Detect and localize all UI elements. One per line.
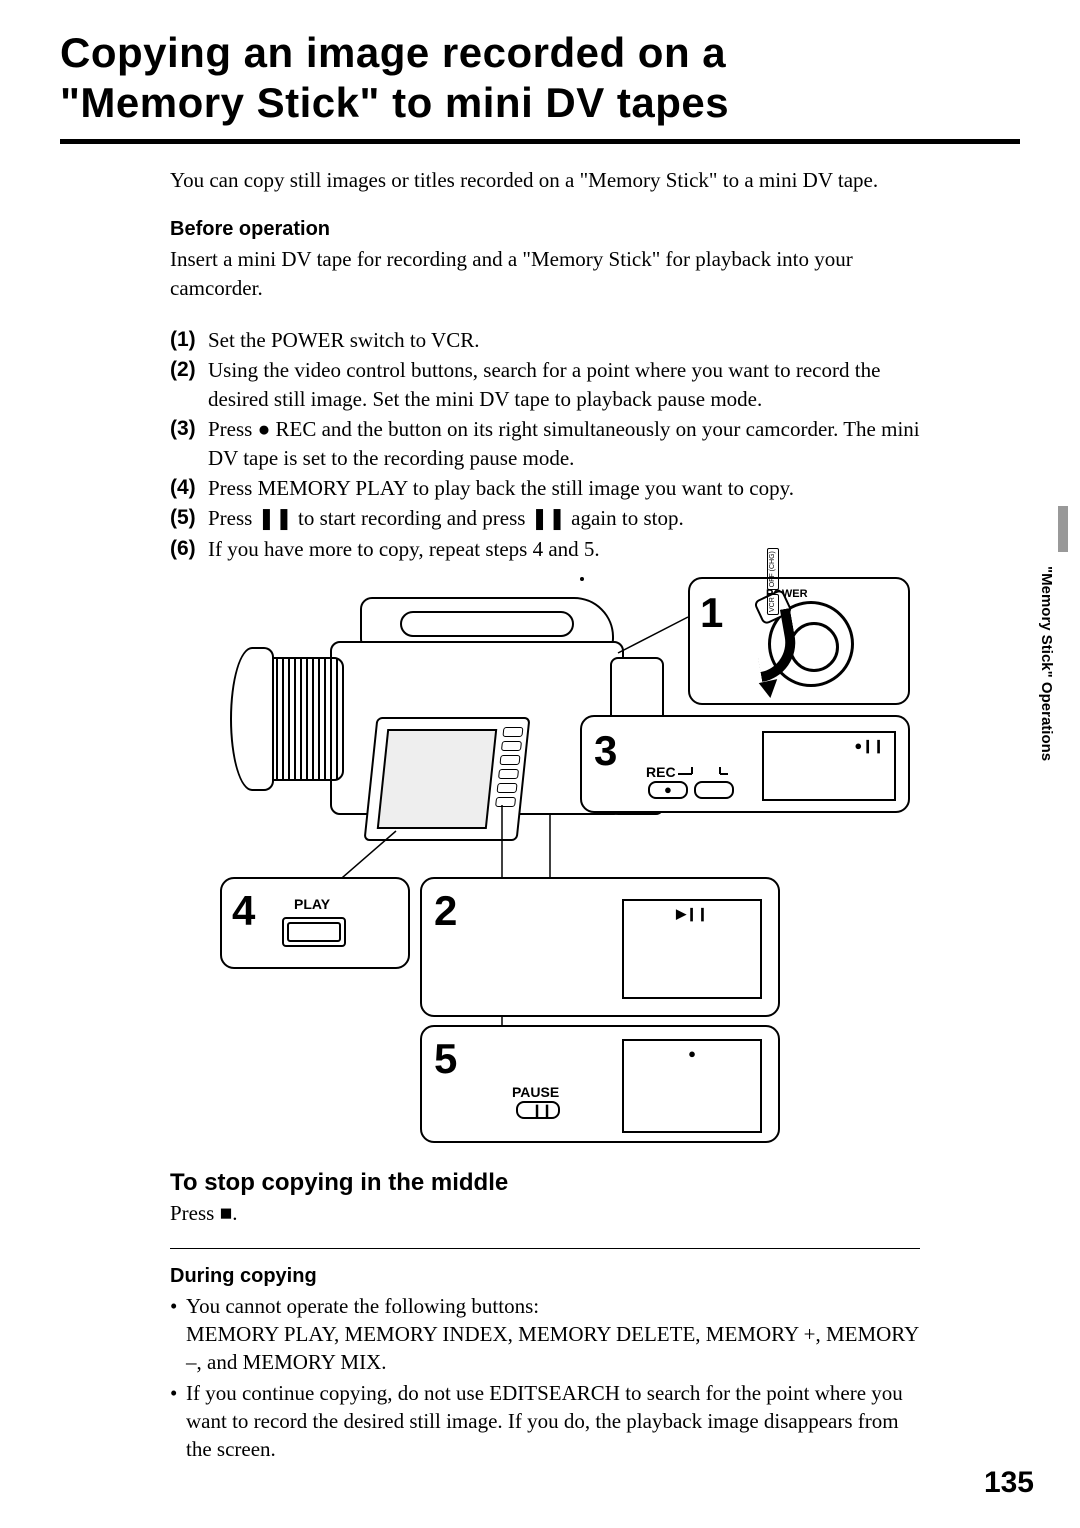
figure: 1 POWER VCR OFF (CHG) 3	[220, 577, 910, 1147]
play-pause-indicator-icon: ▶❙❙	[676, 905, 708, 923]
before-operation-text: Insert a mini DV tape for recording and …	[170, 245, 920, 302]
title-line-2: "Memory Stick" to mini DV tapes	[60, 79, 729, 126]
step-number: (3)	[170, 415, 208, 472]
page-title: Copying an image recorded on a "Memory S…	[60, 28, 1020, 127]
title-rule	[60, 139, 1020, 144]
bullet-item: • You cannot operate the following butto…	[170, 1292, 920, 1377]
rec-bracket-icon	[678, 767, 728, 781]
callout-number-2: 2	[434, 883, 457, 940]
before-operation-heading: Before operation	[170, 216, 920, 243]
rec-dot-indicator-icon: ●	[688, 1045, 696, 1063]
dial-mode-off: OFF (CHG)	[767, 548, 779, 590]
step-number: (1)	[170, 326, 208, 354]
memory-play-button-icon	[282, 917, 346, 947]
callout-box-3: 3 REC ● ●❙❙	[580, 715, 910, 813]
bullet-text: If you continue copying, do not use EDIT…	[186, 1379, 920, 1464]
step: (1) Set the POWER switch to VCR.	[170, 326, 920, 354]
side-tab-label: "Memory Stick" Operations	[1038, 566, 1055, 761]
section-rule	[170, 1248, 920, 1249]
during-copying-bullets: • You cannot operate the following butto…	[170, 1292, 920, 1464]
callout-box-1: 1 POWER VCR OFF (CHG)	[688, 577, 910, 705]
side-tab-mark	[1058, 506, 1068, 552]
pause-bars-icon: ❙❙	[532, 1102, 552, 1118]
step-text: Using the video control buttons, search …	[208, 356, 920, 413]
stop-copying-heading: To stop copying in the middle	[170, 1167, 920, 1199]
callout-number-4: 4	[232, 883, 255, 940]
bullet-item: • If you continue copying, do not use ED…	[170, 1379, 920, 1464]
step: (4) Press MEMORY PLAY to play back the s…	[170, 474, 920, 502]
step-number: (6)	[170, 535, 208, 563]
rec-pause-indicator-icon: ●❙❙	[854, 737, 884, 755]
step-number: (2)	[170, 356, 208, 413]
callout-number-1: 1	[700, 585, 723, 642]
callout-box-4: 4 PLAY	[220, 877, 410, 969]
step-text: Set the POWER switch to VCR.	[208, 326, 920, 354]
step: (6) If you have more to copy, repeat ste…	[170, 535, 920, 563]
play-label: PLAY	[294, 895, 330, 914]
pause-button-icon: ❙❙	[516, 1101, 560, 1119]
step-text: Press ❚❚ to start recording and press ❚❚…	[208, 504, 920, 532]
bullet-icon: •	[170, 1379, 186, 1464]
callout-box-5: 5 PAUSE ❙❙ ●	[420, 1025, 780, 1143]
rec-button-icon: ●	[648, 781, 688, 799]
bullet-icon: •	[170, 1292, 186, 1377]
step-number: (4)	[170, 474, 208, 502]
pause-screen: ●	[622, 1039, 762, 1133]
page-number: 135	[984, 1466, 1034, 1500]
title-line-1: Copying an image recorded on a	[60, 29, 726, 76]
playpause-screen: ▶❙❙	[622, 899, 762, 999]
step-text: Press ● REC and the button on its right …	[208, 415, 920, 472]
callout-box-2: 2 ▶❙❙	[420, 877, 780, 1017]
bullet-text: You cannot operate the following buttons…	[186, 1292, 920, 1377]
intro-text: You can copy still images or titles reco…	[170, 166, 920, 194]
step-text: Press MEMORY PLAY to play back the still…	[208, 474, 920, 502]
rec-dot-icon: ●	[664, 781, 672, 799]
stop-copying-text: Press ■.	[170, 1199, 920, 1227]
pause-label: PAUSE	[512, 1083, 559, 1102]
callout-number-5: 5	[434, 1031, 457, 1088]
steps-list: (1) Set the POWER switch to VCR. (2) Usi…	[170, 326, 920, 563]
during-copying-heading: During copying	[170, 1263, 920, 1290]
rec-screen: ●❙❙	[762, 731, 896, 801]
step: (2) Using the video control buttons, sea…	[170, 356, 920, 413]
camcorder-illustration	[250, 597, 630, 857]
step-text: If you have more to copy, repeat steps 4…	[208, 535, 920, 563]
side-tab: "Memory Stick" Operations	[1028, 506, 1068, 806]
callout-number-3: 3	[594, 723, 617, 780]
rec-label: REC	[646, 763, 676, 782]
step-number: (5)	[170, 504, 208, 532]
rec-aux-button-icon	[694, 781, 734, 799]
step: (3) Press ● REC and the button on its ri…	[170, 415, 920, 472]
step: (5) Press ❚❚ to start recording and pres…	[170, 504, 920, 532]
